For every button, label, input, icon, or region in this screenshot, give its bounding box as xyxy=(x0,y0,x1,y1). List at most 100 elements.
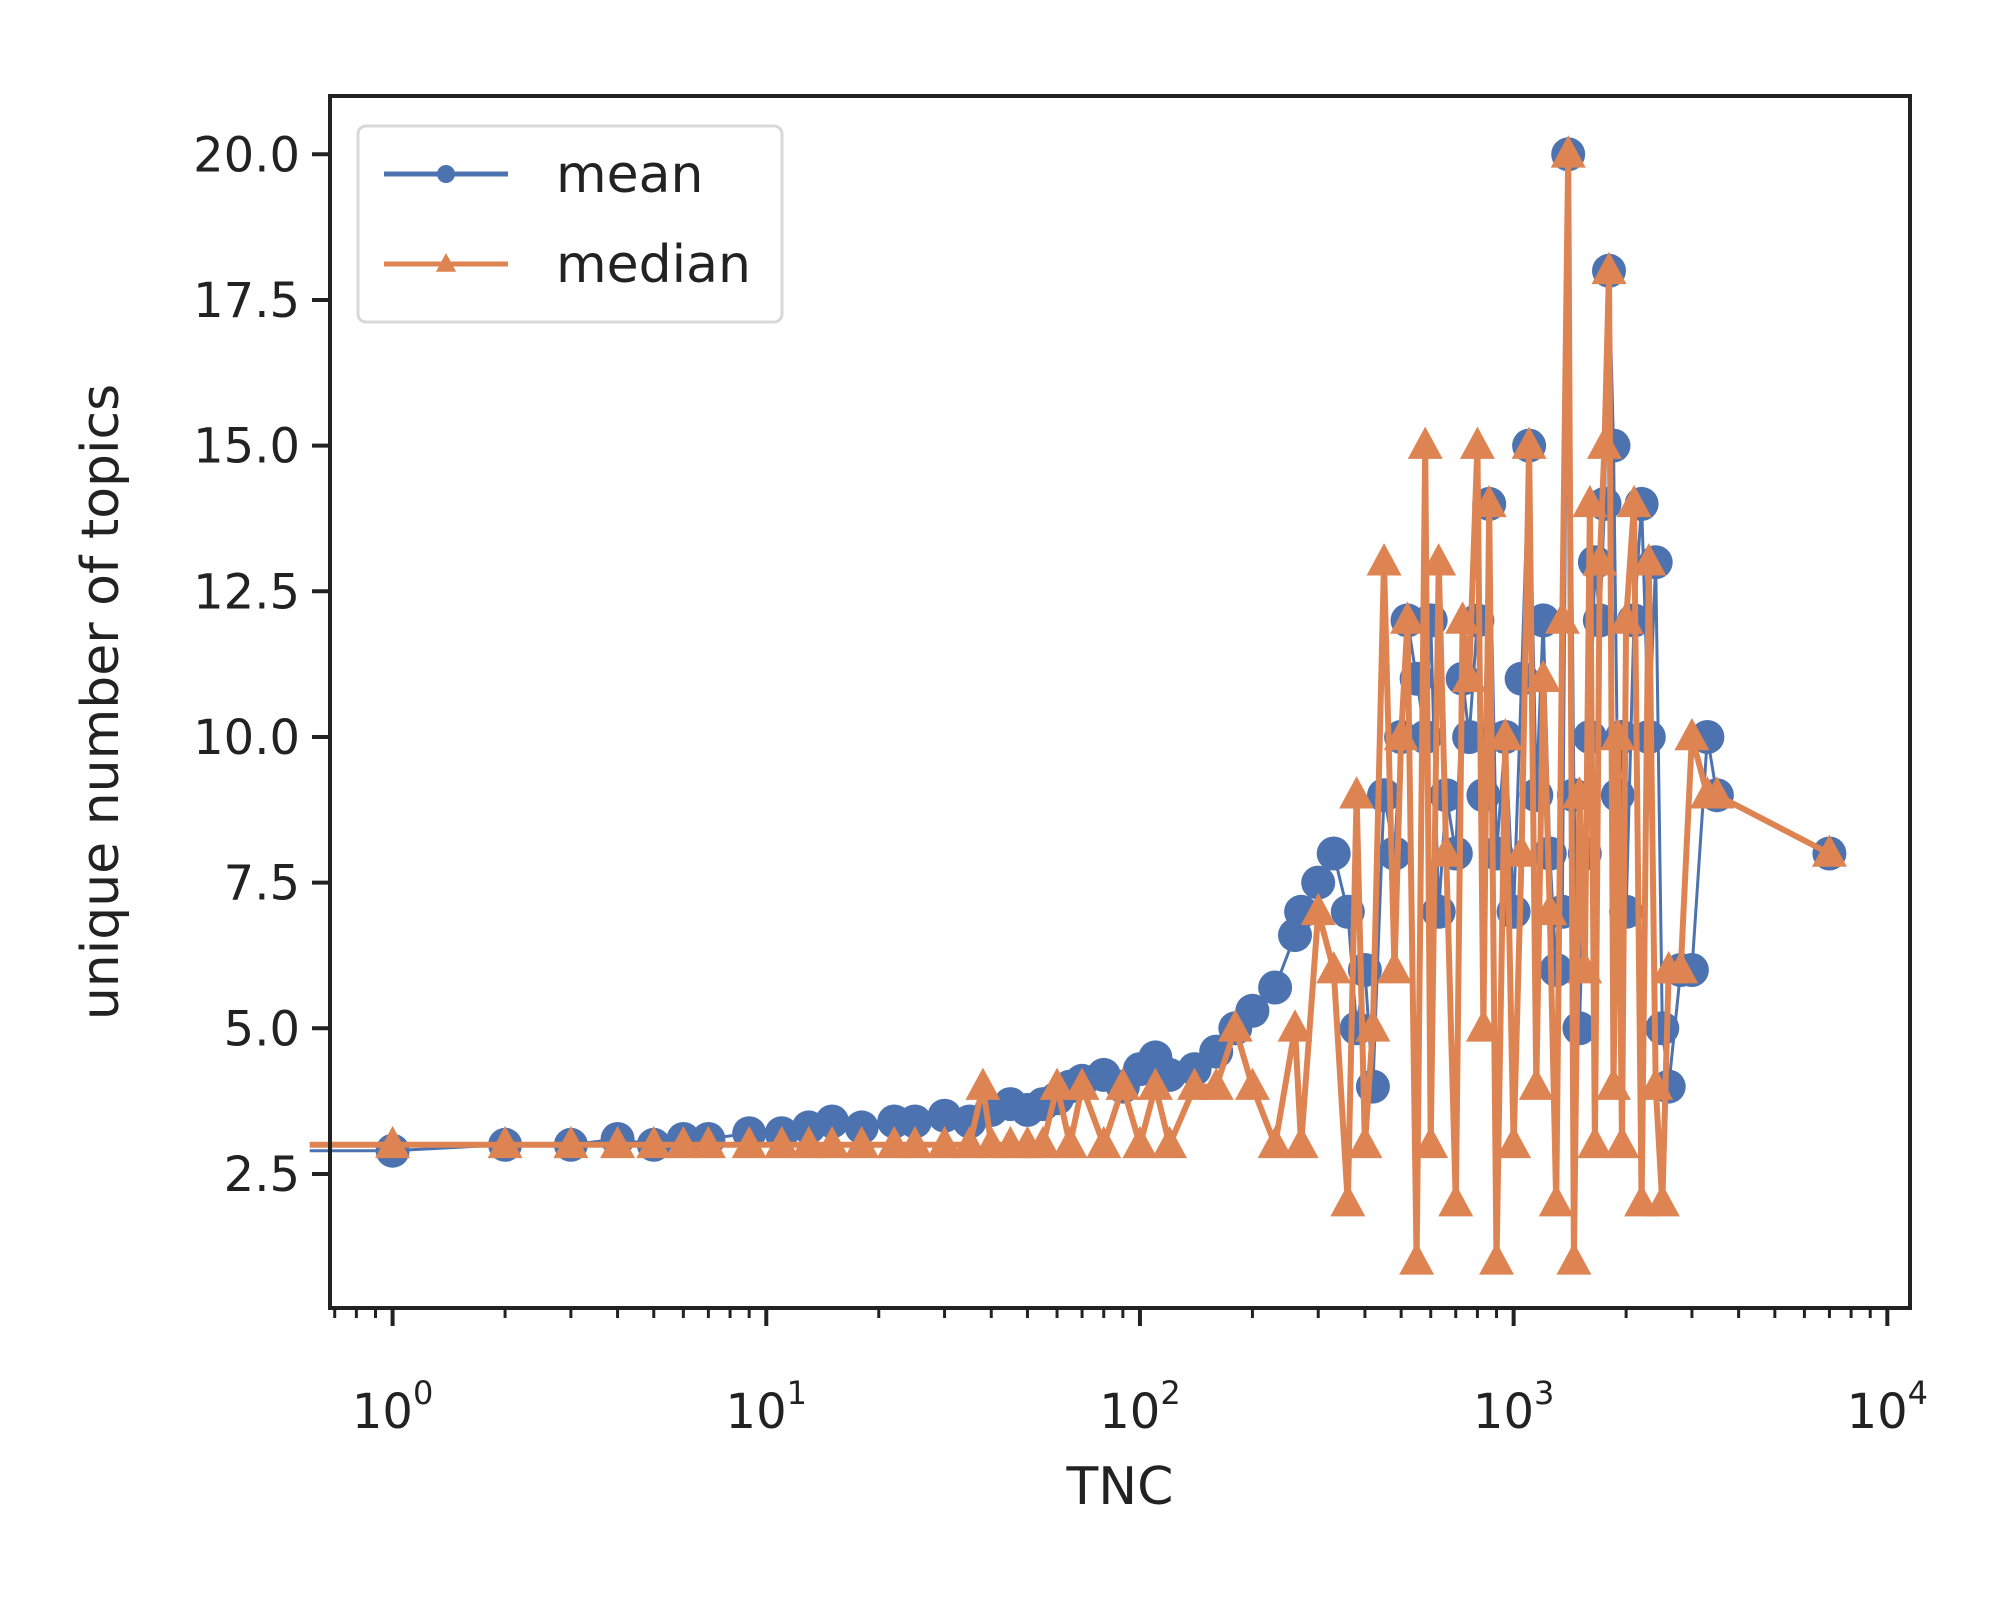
median-point xyxy=(1390,601,1425,634)
median-point xyxy=(1471,484,1507,518)
median-point xyxy=(1600,717,1636,751)
median-point xyxy=(1316,951,1352,984)
median-point xyxy=(1550,135,1586,168)
median-point xyxy=(1532,892,1568,926)
y-axis: 2.5 5.0 7.5 10.0 12.5 15.0 17.5 20.0 xyxy=(193,127,330,1203)
y-tick-label: 20.0 xyxy=(193,127,300,183)
x-axis-title: TNC xyxy=(1066,1457,1174,1517)
legend-label-mean: mean xyxy=(556,145,703,205)
median-point xyxy=(1413,1125,1449,1159)
median-point xyxy=(1283,1125,1319,1159)
median-point xyxy=(1591,251,1627,285)
median-point xyxy=(1644,1184,1680,1217)
x-tick-label: 100 xyxy=(352,1374,433,1440)
y-tick-label: 5.0 xyxy=(224,1001,300,1057)
median-point xyxy=(1407,426,1443,459)
median-point xyxy=(1105,1067,1141,1100)
median-point xyxy=(487,1125,523,1159)
median-point xyxy=(844,1125,880,1159)
x-axis: 100 101 102 103 104 xyxy=(333,1308,1928,1440)
legend-marker-mean xyxy=(437,165,455,183)
y-tick-label: 17.5 xyxy=(193,273,300,329)
legend-marker-median xyxy=(435,253,457,272)
median-point xyxy=(1257,1125,1293,1159)
legend: mean median xyxy=(356,124,784,324)
median-point xyxy=(1638,1067,1674,1100)
median-point xyxy=(1604,1125,1640,1159)
x-tick-label: 102 xyxy=(1099,1374,1180,1440)
mean-point xyxy=(1301,865,1336,900)
median-point xyxy=(1561,776,1597,809)
median-point xyxy=(1330,1184,1366,1217)
median-point xyxy=(1421,543,1457,576)
median-point xyxy=(897,1125,933,1159)
legend-entries: mean median xyxy=(384,145,751,295)
median-point xyxy=(1631,543,1667,576)
mean-point xyxy=(898,1104,932,1139)
legend-label-median: median xyxy=(556,235,751,295)
median-point xyxy=(1377,951,1413,984)
median-point xyxy=(1355,1009,1391,1042)
median-point xyxy=(764,1125,800,1159)
x-tick-label: 103 xyxy=(1473,1374,1554,1440)
median-point xyxy=(375,1125,411,1159)
median-point xyxy=(636,1125,672,1159)
median-point xyxy=(1039,1067,1075,1100)
median-point xyxy=(1663,951,1699,984)
median-point xyxy=(1582,543,1618,576)
median-point xyxy=(1577,1125,1613,1159)
median-point xyxy=(1198,1067,1234,1100)
median-point xyxy=(1399,1242,1435,1275)
median-point xyxy=(1674,717,1710,751)
median-point xyxy=(1608,601,1644,634)
y-tick-label: 10.0 xyxy=(193,710,300,766)
median-point xyxy=(791,1125,827,1159)
median-point xyxy=(1025,1125,1061,1159)
median-point xyxy=(1064,1067,1100,1100)
median-point xyxy=(1479,1242,1515,1275)
median-point xyxy=(731,1125,767,1159)
median-point xyxy=(1445,601,1481,634)
median-point xyxy=(1504,834,1540,867)
mean-point xyxy=(1235,993,1270,1028)
mean-point xyxy=(1258,970,1293,1005)
median-point xyxy=(965,1067,1001,1100)
median-point xyxy=(1525,659,1561,692)
median-point xyxy=(665,1125,701,1159)
y-tick-label: 12.5 xyxy=(193,564,300,620)
median-point xyxy=(927,1125,963,1159)
median-point xyxy=(814,1125,850,1159)
median-point xyxy=(1122,1125,1158,1159)
median-point xyxy=(1086,1125,1122,1159)
median-point xyxy=(1567,951,1603,984)
median-point xyxy=(1383,717,1419,751)
median-point xyxy=(1428,834,1464,867)
median-point xyxy=(1586,426,1622,459)
median-point xyxy=(1300,892,1336,926)
y-tick-label: 2.5 xyxy=(224,1147,300,1203)
median-point xyxy=(1616,484,1652,518)
median-point xyxy=(1487,717,1523,751)
median-point xyxy=(1152,1125,1188,1159)
median-point xyxy=(690,1125,726,1159)
y-tick-label: 7.5 xyxy=(224,856,300,912)
y-tick-label: 15.0 xyxy=(193,419,300,475)
series-median xyxy=(309,135,1847,1275)
median-point xyxy=(1465,1009,1501,1042)
median-point xyxy=(1556,1242,1592,1275)
x-tick-label: 104 xyxy=(1847,1374,1928,1440)
median-point xyxy=(1137,1067,1173,1100)
series-layer xyxy=(309,135,1847,1275)
median-point xyxy=(1347,1125,1383,1159)
median-point xyxy=(1277,1009,1313,1042)
median-point xyxy=(1451,659,1487,692)
median-point xyxy=(1217,1009,1253,1042)
median-point xyxy=(1234,1067,1270,1100)
median-point xyxy=(553,1125,589,1159)
median-point xyxy=(1438,1184,1474,1217)
median-point xyxy=(1459,426,1495,459)
mean-point xyxy=(1645,1011,1680,1046)
median-point xyxy=(1339,776,1375,809)
mean-point xyxy=(815,1104,850,1139)
